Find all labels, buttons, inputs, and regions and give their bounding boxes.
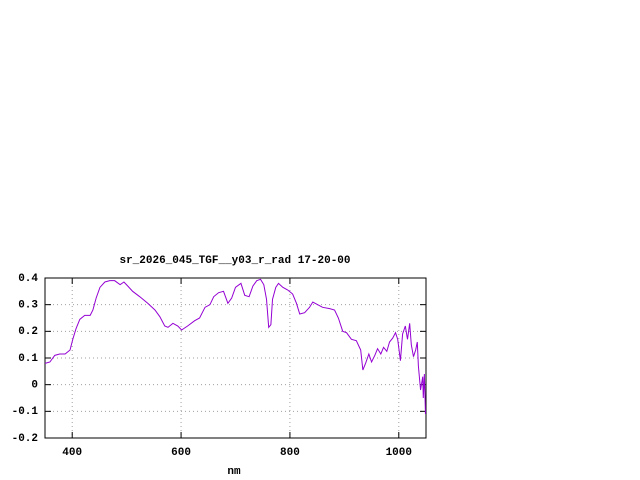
x-tick-label: 800 — [280, 447, 300, 459]
plot-frame — [44, 277, 427, 439]
y-tick-label: -0.1 — [12, 406, 39, 418]
y-tick-label: 0.4 — [18, 273, 38, 285]
y-tick-label: 0 — [31, 380, 38, 392]
chart-title: sr_2026_045_TGF__y03_r_rad 17-20-00 — [119, 255, 350, 267]
x-tick-label: 1000 — [386, 447, 412, 459]
y-tick-label: -0.2 — [12, 433, 38, 445]
y-tick-label: 0.1 — [18, 353, 38, 365]
x-axis-label: nm — [227, 466, 241, 478]
x-tick-label: 400 — [62, 447, 82, 459]
y-tick-label: 0.3 — [18, 300, 38, 312]
y-tick-label: 0.2 — [18, 326, 38, 338]
data-line — [44, 278, 426, 415]
x-tick-label: 600 — [171, 447, 191, 459]
